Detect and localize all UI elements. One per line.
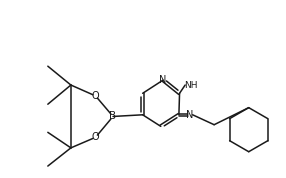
Text: O: O	[92, 91, 100, 101]
Text: N: N	[159, 75, 167, 85]
Text: O: O	[92, 132, 100, 142]
Text: B: B	[110, 111, 117, 121]
Text: NH: NH	[184, 80, 198, 90]
Text: N: N	[186, 110, 194, 120]
